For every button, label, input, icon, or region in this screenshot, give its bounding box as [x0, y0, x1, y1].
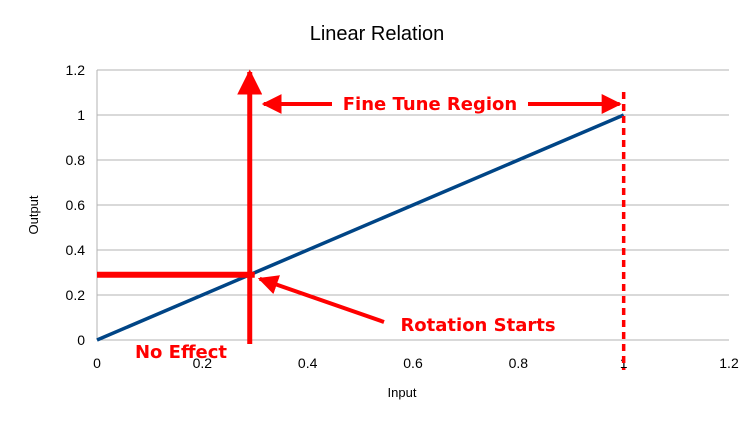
chart-title: Linear Relation — [310, 23, 445, 45]
rotation-starts-label: Rotation Starts — [400, 315, 555, 336]
fine-tune-region-label: Fine Tune Region — [343, 94, 517, 115]
y-axis-label: Output — [26, 195, 41, 234]
x-tick-label: 0.4 — [298, 355, 318, 371]
x-tick-labels: 00.20.40.60.811.2 — [93, 355, 739, 371]
y-tick-label: 0 — [77, 332, 85, 348]
series-layer — [96, 113, 625, 342]
rotation-starts-arrow — [257, 275, 385, 324]
x-tick-label: 0.8 — [509, 355, 529, 371]
y-tick-label: 0.4 — [66, 242, 86, 258]
no-effect-label: No Effect — [135, 342, 227, 363]
x-tick-label: 0.6 — [403, 355, 423, 371]
series-line — [96, 113, 625, 342]
x-tick-label: 0.2 — [193, 355, 213, 371]
y-tick-labels: 0 0.2 0.4 0.6 0.8 1 1.2 — [66, 62, 86, 348]
x-tick-label: 0 — [93, 355, 101, 371]
x-tick-label: 1.2 — [719, 355, 739, 371]
x-axis-label: Input — [388, 385, 417, 400]
y-tick-label: 0.8 — [66, 152, 86, 168]
y-tick-label: 1.2 — [66, 62, 86, 78]
y-tick-label: 0.6 — [66, 197, 86, 213]
y-tick-label: 0.2 — [66, 287, 86, 303]
y-tick-label: 1 — [77, 107, 85, 123]
annotation-layer — [97, 69, 626, 370]
